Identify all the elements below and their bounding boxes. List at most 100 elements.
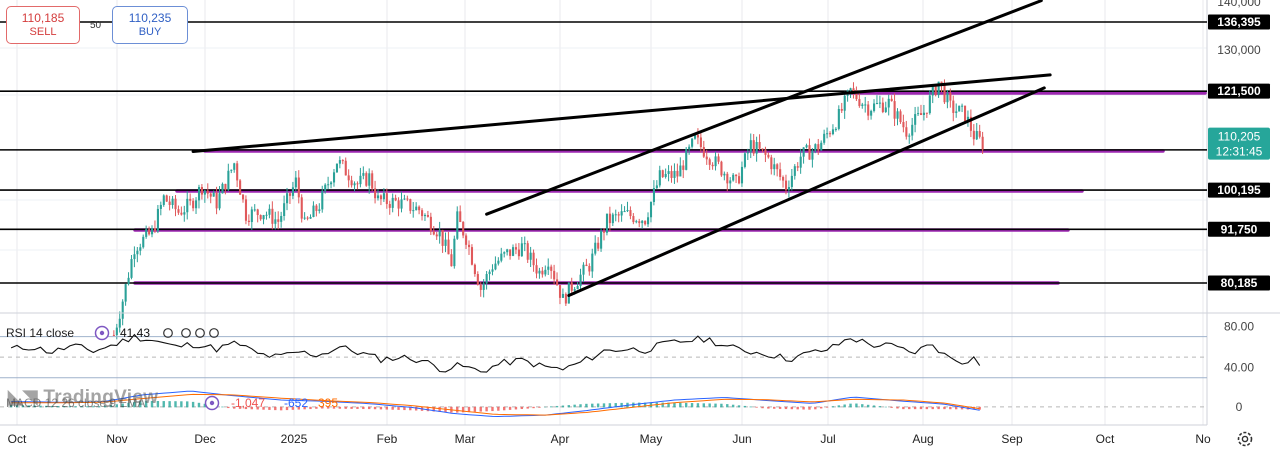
macd-histogram-bar (955, 406, 958, 410)
candle-body (617, 214, 620, 216)
macd-histogram-bar (591, 403, 594, 408)
macd-histogram-bar (538, 406, 541, 408)
price-axis[interactable]: 140,000130,000136,395121,500108,855100,1… (1208, 0, 1270, 291)
candle-body (849, 88, 852, 91)
candle-body (955, 111, 958, 113)
logo-text: TradingView (43, 387, 159, 408)
candle-body (385, 193, 388, 205)
candle-body (280, 216, 283, 222)
candle-body (649, 201, 653, 218)
trendline (567, 86, 1046, 297)
trendlines[interactable] (191, 0, 1052, 297)
candle-body (227, 170, 230, 190)
candle-body (884, 107, 887, 112)
candlesticks (112, 79, 984, 340)
sell-button[interactable]: 110,185 SELL (6, 6, 80, 44)
candle-body (400, 199, 403, 209)
candle-body (212, 192, 215, 197)
candle-body (136, 250, 139, 255)
candle-body (233, 163, 236, 170)
time-tick-label: Feb (377, 432, 398, 446)
candle-body (761, 148, 764, 150)
macd-histogram-bar (414, 406, 418, 411)
candle-body (773, 164, 776, 170)
candle-body (787, 187, 791, 190)
candle-body (937, 81, 940, 96)
candle-body (247, 220, 250, 223)
logo-mark: ◣◥ (8, 387, 44, 408)
candle-body (514, 247, 518, 250)
candle-body (594, 242, 597, 254)
price-tick-label: 130,000 (1217, 43, 1261, 57)
macd-histogram-bar (9, 405, 13, 408)
indicator-legends: RSI 14 close 41.43 MACD 12 26 close 9 EMA -… (6, 325, 338, 411)
macd-histogram-bar (127, 402, 130, 408)
macd-histogram-bar (931, 406, 934, 410)
candle-body (579, 274, 582, 287)
candle-body (861, 104, 864, 106)
candle-body (588, 265, 591, 272)
candle-body (426, 215, 429, 217)
histogram-value: 395 (318, 396, 338, 410)
candle-body (347, 175, 350, 181)
macd-histogram-bar (403, 406, 406, 411)
candle-body (312, 205, 315, 217)
macd-histogram-bar (238, 406, 242, 409)
candle-body (708, 159, 711, 165)
macd-histogram-bar (321, 406, 324, 409)
candle-body (403, 198, 406, 200)
candle-body (479, 284, 482, 290)
macd-histogram-bar (579, 404, 582, 408)
candle-body (300, 197, 303, 219)
candle-body (127, 277, 130, 285)
candle-body (335, 163, 339, 173)
candle-body (256, 209, 259, 216)
candle-body (688, 146, 691, 150)
macd-histogram-bar (356, 406, 359, 409)
gear-icon[interactable] (1236, 430, 1254, 448)
candle-body (553, 270, 556, 280)
price-level-label-bg (1208, 182, 1270, 198)
macd-histogram-bar (74, 406, 77, 408)
candle-body (379, 195, 383, 200)
macd-histogram-bar (409, 406, 412, 411)
time-tick-label: Nov (106, 432, 127, 446)
candle-body (268, 208, 271, 215)
macd-histogram-bar (103, 405, 107, 408)
candle-body (720, 161, 723, 176)
candle-body (931, 86, 934, 96)
macd-histogram-bar (843, 404, 846, 408)
buy-button[interactable]: 110,235 BUY (112, 6, 188, 44)
candle-body (550, 266, 553, 271)
candle-body (456, 211, 459, 239)
macd-histogram-bar (168, 401, 171, 408)
candle-body (520, 243, 523, 257)
macd-histogram-bar (555, 405, 559, 408)
macd-histogram-bar (268, 406, 271, 410)
macd-histogram-bar (362, 406, 365, 410)
macd-histogram-bar (673, 402, 676, 408)
sell-label: SELL (29, 26, 57, 38)
macd-histogram-bar (908, 406, 911, 410)
price-level-label-bg (1208, 14, 1270, 30)
hidden-value-icon (195, 328, 205, 338)
macd-histogram-bar (379, 406, 383, 410)
candle-body (371, 173, 374, 189)
macd-histogram-bar (186, 401, 189, 408)
macd-histogram-bar (726, 404, 729, 408)
candle-body (547, 266, 550, 270)
candle-body (605, 213, 609, 233)
candle-body (244, 199, 248, 221)
candle-body (309, 216, 312, 219)
candle-body (467, 244, 471, 248)
candle-body (611, 214, 614, 224)
time-tick-label: Aug (912, 432, 933, 446)
candle-body (638, 221, 641, 224)
time-axis[interactable]: Oct Nov Dec 2025 Feb Mar Apr May Jun Jul Aug Sep Oct… (8, 432, 1211, 446)
macd-histogram-bar (332, 406, 336, 409)
macd-histogram-bar (773, 406, 776, 409)
candle-body (506, 249, 509, 253)
candle-body (517, 249, 520, 257)
macd-histogram-bar (350, 406, 353, 409)
